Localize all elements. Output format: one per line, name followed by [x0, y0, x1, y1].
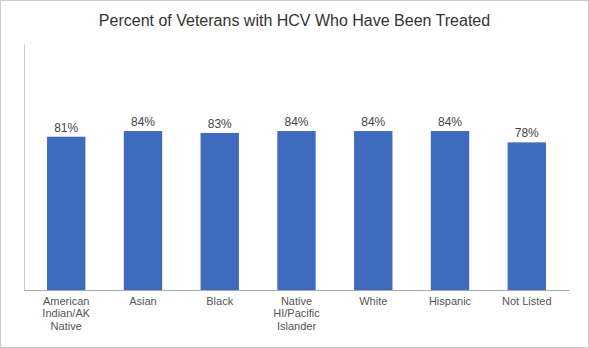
x-tick-label-line: Indian/AK	[42, 307, 90, 319]
bar	[354, 131, 392, 290]
bar	[47, 137, 85, 290]
y-axis	[24, 45, 25, 291]
x-tick: White	[359, 295, 387, 307]
x-tick-label: White	[359, 295, 387, 307]
x-tick: Asian	[129, 295, 157, 307]
x-tick: Not Listed	[502, 295, 552, 307]
bar	[431, 131, 469, 290]
x-tick-label-line: Islander	[277, 320, 316, 332]
data-label: 84%	[438, 115, 462, 129]
x-tick-label-line: American	[43, 295, 89, 307]
figure-border	[1, 1, 589, 348]
x-tick-label-line: Native	[281, 295, 312, 307]
data-label: 78%	[515, 126, 539, 140]
x-tick-label: Not Listed	[502, 295, 552, 307]
data-label: 84%	[361, 115, 385, 129]
data-label: 83%	[208, 117, 232, 131]
x-tick-label-line: Native	[51, 320, 82, 332]
x-tick-label-line: HI/Pacific	[273, 307, 320, 319]
x-tick-label-line: Hispanic	[429, 295, 472, 307]
bar	[277, 131, 315, 290]
data-label: 84%	[284, 115, 308, 129]
bar	[201, 133, 239, 290]
x-tick-label: NativeHI/PacificIslander	[273, 295, 320, 332]
x-tick: AmericanIndian/AKNative	[42, 295, 90, 332]
x-tick-label: AmericanIndian/AKNative	[42, 295, 90, 332]
data-label: 81%	[54, 121, 78, 135]
plot-area: AmericanIndian/AKNativeAsianBlackNativeH…	[25, 45, 570, 333]
x-tick-label: Asian	[129, 295, 157, 307]
x-tick-label-line: White	[359, 295, 387, 307]
chart-svg: AmericanIndian/AKNativeAsianBlackNativeH…	[0, 0, 589, 348]
data-labels: 81% 84% 83% 84% 84% 84% 78%	[54, 115, 539, 140]
x-tick-label-line: Asian	[129, 295, 157, 307]
chart-title: Percent of Veterans with HCV Who Have Be…	[99, 12, 490, 29]
x-tick-label: Hispanic	[429, 295, 472, 307]
x-axis: AmericanIndian/AKNativeAsianBlackNativeH…	[25, 291, 570, 333]
bars	[47, 131, 546, 290]
y-axis-line	[24, 45, 25, 291]
x-tick: Hispanic	[429, 295, 472, 307]
bar	[124, 131, 162, 290]
data-label: 84%	[131, 115, 155, 129]
x-tick-label-line: Not Listed	[502, 295, 552, 307]
x-tick-label: Black	[206, 295, 233, 307]
x-axis-line	[25, 290, 570, 291]
x-tick: NativeHI/PacificIslander	[273, 295, 320, 332]
x-tick: Black	[206, 295, 233, 307]
x-tick-label-line: Black	[206, 295, 233, 307]
bar	[508, 142, 546, 290]
